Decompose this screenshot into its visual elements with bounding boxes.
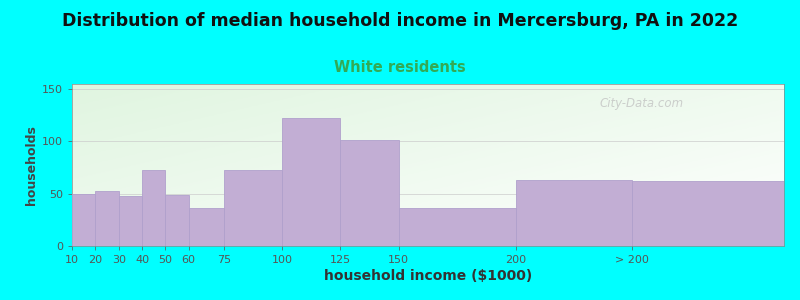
Bar [224, 170, 282, 246]
Bar [399, 208, 515, 246]
Y-axis label: households: households [25, 125, 38, 205]
Bar [515, 180, 632, 246]
Bar [282, 118, 341, 246]
Text: Distribution of median household income in Mercersburg, PA in 2022: Distribution of median household income … [62, 12, 738, 30]
Bar [72, 194, 95, 246]
Bar [142, 170, 166, 246]
Bar [341, 140, 399, 246]
Bar [632, 181, 784, 246]
Bar [166, 195, 189, 246]
Bar [118, 196, 142, 246]
X-axis label: household income ($1000): household income ($1000) [324, 269, 532, 283]
Bar [189, 208, 224, 246]
Text: City-Data.com: City-Data.com [599, 97, 684, 110]
Bar [95, 190, 118, 246]
Text: White residents: White residents [334, 60, 466, 75]
